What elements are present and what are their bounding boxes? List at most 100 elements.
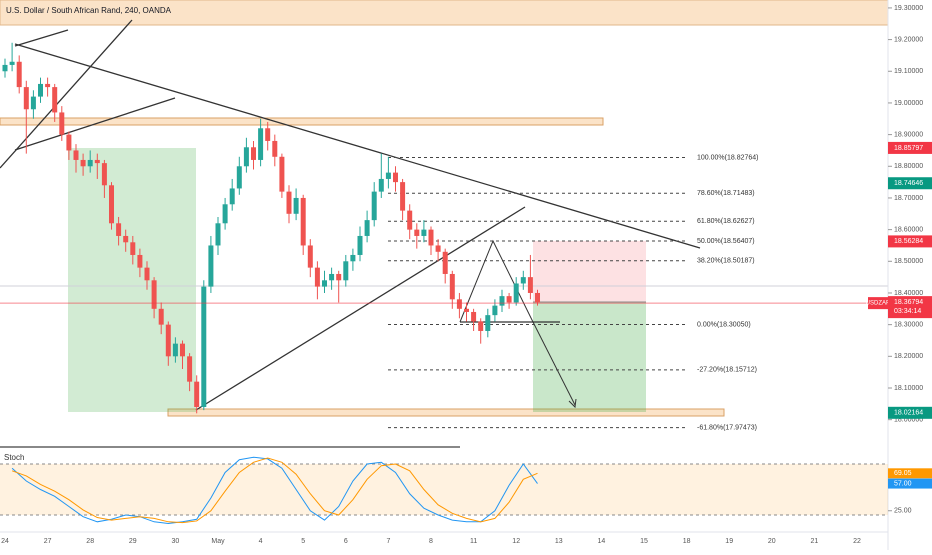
trend-line [0,19,133,169]
candle-body [506,296,512,303]
price-tag [888,177,932,190]
candle-body [158,308,164,325]
y-tick-label: 19.30000 [894,5,923,12]
candle-body [243,147,249,167]
x-tick-label: 24 [1,538,9,545]
candle-body [485,315,491,331]
candle-body [414,229,420,236]
x-tick-label: 8 [429,538,433,545]
price-tag-label: 18.74646 [894,180,923,187]
candle-body [30,96,36,110]
candle-body [236,166,242,189]
fib-label: -61.80%(17.97473) [697,425,757,432]
symbol-label: USDZAR [866,301,891,307]
price-tag [888,235,932,248]
candle-body [322,280,327,287]
price-tag-label: 18.36794 [894,299,923,306]
candle-body [165,324,171,357]
candle-body [364,220,370,236]
price-tag-label: 18.56284 [894,238,923,245]
candle-body [151,280,157,309]
candle-body [265,128,271,141]
candle-body [258,128,264,160]
stop-zone [533,241,646,302]
countdown-label: 03:34:14 [894,308,921,315]
candle-body [385,172,391,179]
y-tick-label: 19.00000 [894,100,923,107]
y-tick-label: 18.10000 [894,385,923,392]
candle-body [456,299,462,309]
candle-body [9,61,15,65]
x-tick-label: 6 [344,538,348,545]
candle-body [172,343,178,357]
candle-body [59,112,65,135]
fib-label: 50.00%(18.56407) [697,238,755,245]
stoch-line [11,457,538,524]
candle-body [286,191,292,214]
candle-body [201,286,207,407]
candle-body [38,83,43,97]
stoch-line [11,456,538,525]
y-tick-label: 18.30000 [894,321,923,328]
short-box [68,148,196,412]
chart-title: U.S. Dollar / South African Rand, 240, O… [6,6,172,15]
x-tick-label: 13 [555,538,563,545]
candle-body [428,229,434,246]
projection-arrow [532,321,576,406]
fib-label: -27.20%(18.15712) [697,367,757,374]
candle-body [130,242,136,255]
candle-body [499,296,505,306]
candle-body [45,83,51,88]
candle-body [194,381,200,407]
candle-body [307,245,313,268]
symbol-tag [868,297,888,310]
target-zone [533,302,646,412]
candle-body [329,273,335,281]
candle-body [80,159,86,167]
fib-label: 0.00%(18.30050) [697,321,751,328]
trend-line [14,43,701,249]
y-tick-label: 18.50000 [894,258,923,265]
price-tag-label: 18.85797 [894,145,923,152]
candle-body [101,163,107,186]
y-tick-label: 19.10000 [894,68,923,75]
candle-body [116,223,122,236]
candle-body [527,277,533,293]
price-tag-label: 18.02164 [894,410,923,417]
candle-body [23,87,29,110]
x-tick-label: 20 [768,538,776,545]
x-tick-label: 18 [683,538,691,545]
fib-label: 100.00%(18.82764) [697,154,759,161]
x-tick-label: 22 [853,538,861,545]
x-tick-label: 7 [386,538,390,545]
candle-body [215,223,221,246]
candle-body [350,254,356,262]
drawings [0,0,889,448]
candle-body [407,210,413,230]
trend-line [14,97,176,151]
candle-body [208,245,214,287]
candle-body [222,204,228,224]
candle-body [272,140,278,157]
candle-body [520,277,526,284]
candle-body [66,134,72,151]
candle-body [492,305,498,316]
x-tick-label: May [211,538,225,545]
candle-body [16,61,22,88]
candle-body [442,251,448,274]
candle-body [87,159,93,167]
candle-body [343,261,349,281]
candle-body [357,235,363,255]
x-tick-label: 30 [172,538,180,545]
trend-line [14,29,69,47]
x-tick-label: 4 [259,538,263,545]
y-tick-label: 18.70000 [894,195,923,202]
fib-label: 78.60%(18.71483) [697,190,755,197]
x-tick-label: 12 [512,538,520,545]
fib-label: 61.80%(18.62627) [697,218,755,225]
candle-body [435,245,441,252]
y-tick-label: 25.00 [894,508,912,515]
arrow-head [568,398,577,409]
candle-body [535,292,540,303]
